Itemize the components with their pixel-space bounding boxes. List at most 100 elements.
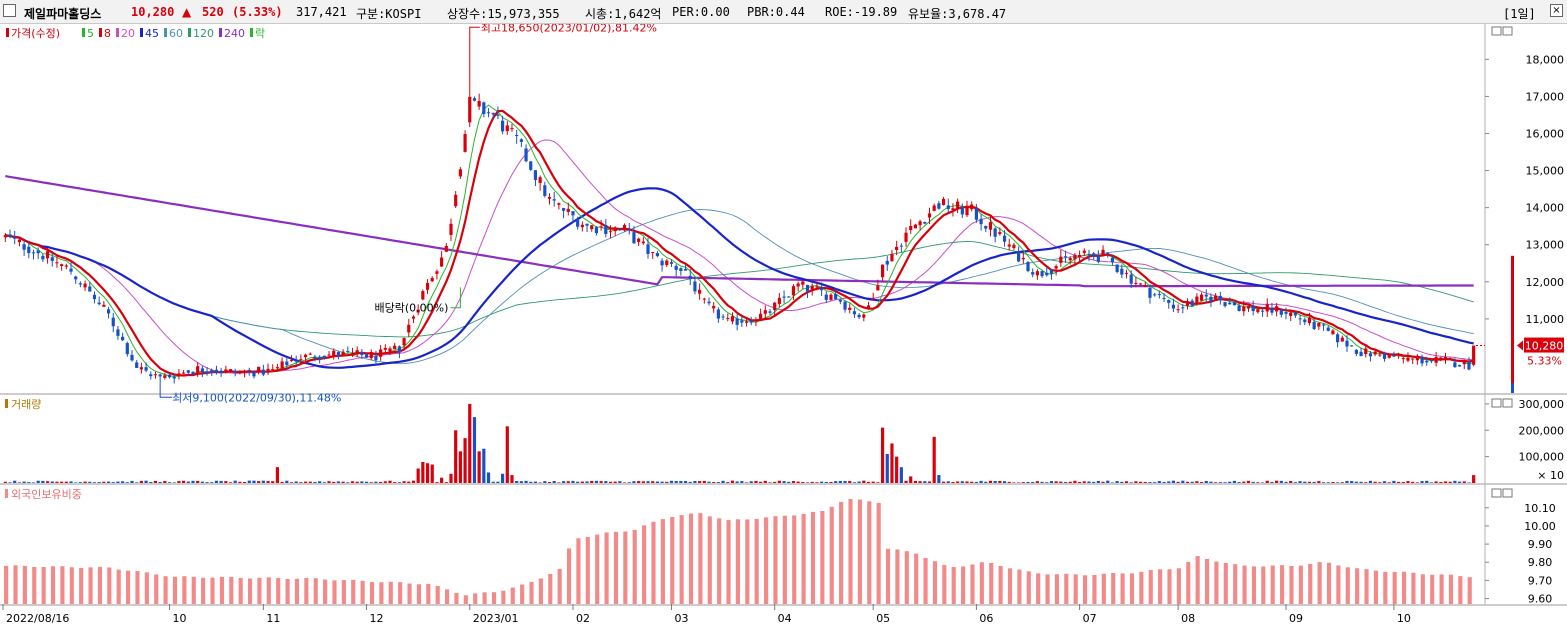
- volume-bar: [135, 482, 139, 483]
- candle: [350, 353, 355, 355]
- price-axis-tick: 16,000: [1526, 128, 1565, 141]
- volume-bar: [393, 482, 397, 483]
- volume-bar: [1382, 481, 1387, 483]
- foreign-bar: [69, 567, 74, 604]
- candle: [791, 286, 796, 296]
- candle: [646, 244, 650, 254]
- candle: [932, 205, 936, 211]
- volume-bar: [1345, 480, 1349, 483]
- candle: [322, 355, 326, 359]
- candle: [313, 356, 317, 359]
- candle: [543, 185, 547, 196]
- candle: [1420, 356, 1424, 364]
- volume-bar: [1387, 482, 1391, 483]
- candle: [1303, 319, 1307, 323]
- candle: [1429, 360, 1434, 362]
- candle: [125, 343, 129, 355]
- candle: [491, 112, 495, 115]
- foreign-bar: [332, 580, 337, 604]
- volume-bar: [383, 481, 387, 483]
- candle: [1115, 264, 1119, 272]
- panel-close-icon[interactable]: [1502, 398, 1513, 408]
- candle: [299, 359, 303, 361]
- candle: [139, 367, 143, 370]
- volume-bar: [1153, 482, 1157, 483]
- volume-bar: [988, 480, 993, 483]
- candle: [899, 245, 903, 247]
- volume-bar: [1162, 481, 1166, 483]
- candle: [247, 369, 251, 371]
- foreign-bar: [416, 584, 421, 604]
- volume-bar: [665, 481, 669, 483]
- window-menu-icon[interactable]: [3, 4, 16, 17]
- candle: [374, 356, 378, 361]
- volume-bar: [1078, 481, 1082, 483]
- volume-bar: [369, 482, 373, 483]
- volume-bar: [1190, 481, 1194, 483]
- candle: [383, 347, 387, 350]
- last-price-badge: [1524, 337, 1564, 353]
- candle: [130, 354, 134, 361]
- title-bar: 제일파마홀딩스 10,280 ▲ 520 (5.33%) 317,421 구분:…: [0, 0, 1567, 24]
- volume-bar: [289, 482, 294, 483]
- candle: [1326, 327, 1330, 331]
- candle: [834, 294, 838, 300]
- panel-minimize-icon[interactable]: [1491, 398, 1502, 408]
- foreign-bar: [670, 516, 675, 604]
- candle: [768, 311, 772, 313]
- close-icon[interactable]: ×: [1550, 4, 1563, 17]
- candle: [651, 252, 655, 254]
- candle: [754, 320, 758, 322]
- candle: [660, 260, 664, 266]
- date-axis-tick: 2022/08/16: [6, 612, 69, 625]
- panel-close-icon[interactable]: [1502, 26, 1513, 36]
- volume-bar: [801, 481, 805, 483]
- candle: [1359, 351, 1363, 357]
- candle: [435, 271, 439, 274]
- last-price-arrow-icon: [1517, 340, 1523, 351]
- foreign-bar: [238, 577, 243, 604]
- candle: [1007, 244, 1011, 247]
- foreign-bar: [1120, 573, 1125, 604]
- foreign-bar: [773, 516, 778, 604]
- date-axis-tick: 05: [876, 612, 890, 625]
- foreign-bar: [1326, 562, 1332, 604]
- candle: [787, 296, 791, 298]
- volume-bar: [1002, 481, 1007, 483]
- period-button[interactable]: [1일]: [1503, 7, 1536, 21]
- volume-bar: [1199, 482, 1204, 483]
- candle: [918, 221, 922, 226]
- candle: [1218, 295, 1222, 301]
- volume-bar: [482, 448, 486, 483]
- volume-bar: [318, 481, 322, 483]
- candle: [407, 324, 411, 333]
- panel-minimize-icon[interactable]: [1491, 26, 1502, 36]
- candle: [116, 329, 120, 336]
- panel-close-icon[interactable]: [1502, 488, 1513, 498]
- volume-bar: [27, 482, 31, 483]
- candle: [416, 309, 420, 313]
- volume-bar: [17, 482, 22, 483]
- volume-bar: [1068, 481, 1072, 483]
- volume-bar: [866, 481, 871, 483]
- volume-bar: [1378, 482, 1382, 483]
- foreign-bar: [613, 531, 619, 604]
- volume-bar: [1242, 481, 1246, 483]
- stock-chart[interactable]: 18,000 17,000 16,000 15,000 14,000 13,000 12,0…: [0, 24, 1567, 630]
- volume-bar: [763, 480, 767, 483]
- volume-bar: [1462, 481, 1466, 483]
- candle: [895, 246, 899, 250]
- panel-minimize-icon[interactable]: [1491, 488, 1502, 498]
- candle: [172, 376, 176, 379]
- volume-bar: [1336, 482, 1340, 483]
- foreign-bar: [970, 564, 975, 604]
- candle: [1415, 357, 1419, 361]
- legend-item: 8: [104, 27, 111, 40]
- foreign-bar: [1139, 571, 1144, 604]
- volume-bar: [1115, 481, 1119, 483]
- candle: [1012, 244, 1016, 248]
- candle: [730, 316, 735, 322]
- volume-bar: [810, 481, 814, 483]
- volume-bar: [355, 481, 359, 483]
- foreign-bar: [951, 567, 956, 604]
